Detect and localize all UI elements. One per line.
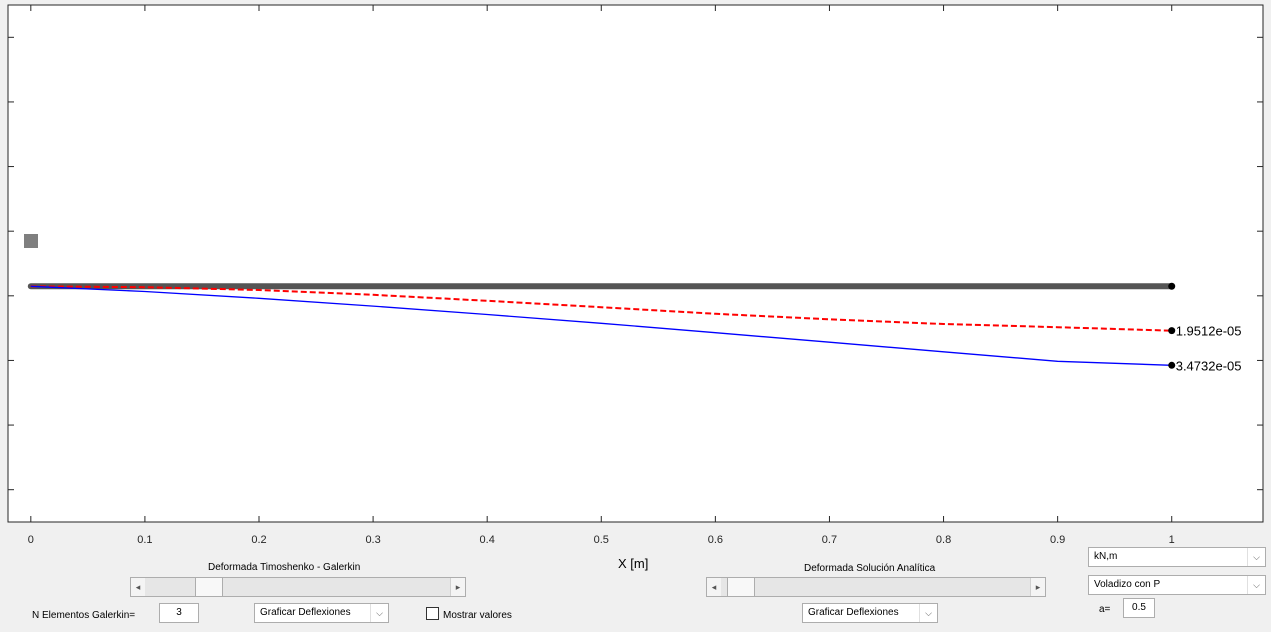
- deflection-value-label: 3.4732e-05: [1176, 358, 1242, 373]
- analytic-deflection-line: [30, 285, 1172, 332]
- deflection-end-marker: [1168, 327, 1176, 335]
- units-select[interactable]: kN,m ⌵: [1088, 547, 1266, 567]
- x-tick-label: 0.8: [936, 534, 951, 545]
- x-tick-label: 0: [28, 534, 34, 545]
- units-value: kN,m: [1094, 551, 1118, 562]
- chevron-down-icon[interactable]: ⌵: [370, 604, 388, 622]
- slider-left-arrow-icon[interactable]: ◂: [131, 578, 146, 596]
- chevron-down-icon[interactable]: ⌵: [919, 604, 937, 622]
- fixed-support-icon: [24, 234, 38, 248]
- x-tick-label: 0.1: [137, 534, 152, 545]
- graficar-left-value: Graficar Deflexiones: [260, 607, 351, 618]
- galerkin-deflection-line: [30, 285, 1172, 366]
- a-label: a=: [1099, 604, 1111, 615]
- case-value: Voladizo con P: [1094, 579, 1161, 590]
- timoshenko-title: Deformada Timoshenko - Galerkin: [208, 562, 361, 573]
- deflection-end-marker: [1168, 361, 1176, 369]
- graficar-right-value: Graficar Deflexiones: [808, 607, 899, 618]
- x-tick-label: 0.2: [251, 534, 266, 545]
- a-input[interactable]: 0.5: [1123, 598, 1155, 618]
- slider-left-arrow-icon[interactable]: ◂: [707, 578, 722, 596]
- deflection-plot: 0 0.1 0.2 0.3 0.4 0.5 0.6 0.7 0.8 0.9 1 1.9512e-05…: [7, 4, 1264, 545]
- series-group: [27, 282, 1176, 366]
- x-axis-label: X [m]: [618, 556, 649, 571]
- x-tick-label: 0.4: [480, 534, 495, 545]
- slider-right-arrow-icon[interactable]: ▸: [450, 578, 465, 596]
- x-tick-label: 0.5: [594, 534, 609, 545]
- slider-thumb[interactable]: [195, 578, 223, 596]
- slider-thumb[interactable]: [727, 578, 755, 596]
- x-tick-label: 0.3: [365, 534, 380, 545]
- n-elementos-label: N Elementos Galerkin=: [32, 610, 136, 621]
- slider-track[interactable]: [145, 578, 451, 596]
- axis-ticks: [8, 5, 1263, 522]
- graficar-right-select[interactable]: Graficar Deflexiones ⌵: [802, 603, 938, 623]
- slider-right-arrow-icon[interactable]: ▸: [1030, 578, 1045, 596]
- graficar-left-select[interactable]: Graficar Deflexiones ⌵: [254, 603, 389, 623]
- case-select[interactable]: Voladizo con P ⌵: [1088, 575, 1266, 595]
- x-tick-label: 0.7: [822, 534, 837, 545]
- x-tick-label: 0.9: [1050, 534, 1065, 545]
- mostrar-valores-checkbox[interactable]: [426, 607, 439, 620]
- timoshenko-slider[interactable]: ◂ ▸: [130, 577, 466, 597]
- mostrar-valores-label: Mostrar valores: [443, 610, 512, 621]
- x-tick-label: 1: [1169, 534, 1175, 545]
- plot-area: [7, 4, 1264, 523]
- analitica-title: Deformada Solución Analítica: [804, 563, 936, 574]
- chevron-down-icon[interactable]: ⌵: [1247, 548, 1265, 566]
- slider-track[interactable]: [721, 578, 1031, 596]
- x-tick-label: 0.6: [708, 534, 723, 545]
- x-tick-labels: 0 0.1 0.2 0.3 0.4 0.5 0.6 0.7 0.8 0.9 1: [28, 534, 1175, 545]
- n-elementos-input[interactable]: 3: [159, 603, 199, 623]
- beam-end-marker: [1168, 282, 1176, 290]
- annotations: 1.9512e-05 3.4732e-05: [1168, 324, 1242, 373]
- analitica-slider[interactable]: ◂ ▸: [706, 577, 1046, 597]
- chevron-down-icon[interactable]: ⌵: [1247, 576, 1265, 594]
- deflection-value-label: 1.9512e-05: [1176, 324, 1242, 339]
